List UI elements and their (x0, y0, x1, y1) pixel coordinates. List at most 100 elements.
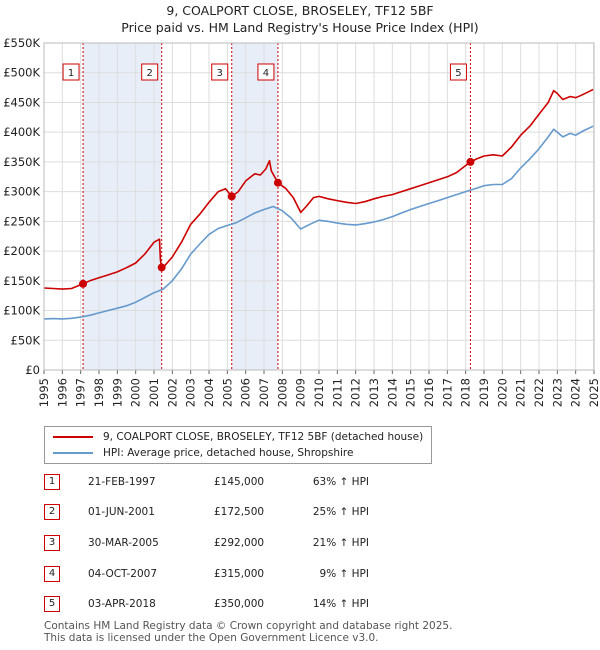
x-tick-label: 2025 (587, 378, 600, 407)
x-tick-label: 2003 (184, 378, 198, 407)
x-tick-label: 2013 (367, 378, 381, 407)
sale-number-label: 5 (455, 68, 461, 79)
x-tick-label: 2005 (220, 378, 234, 407)
sale-number-box (449, 63, 467, 81)
y-tick-label: £400K (3, 125, 40, 139)
sale-number-box (141, 63, 159, 81)
y-tick-label: £300K (3, 185, 40, 199)
y-tick-label: £50K (11, 333, 41, 347)
transaction-price: £292,000 (214, 537, 265, 549)
transaction-number: 1 (44, 474, 60, 490)
transaction-row: 1 21-FEB-1997 £145,000 63% ↑ HPI (44, 474, 404, 492)
x-tick-label: 2010 (312, 378, 326, 407)
transaction-price: £145,000 (214, 476, 265, 488)
sale-number-label: 3 (217, 68, 223, 79)
x-tick-label: 2009 (294, 378, 308, 407)
y-tick-label: £550K (3, 36, 40, 50)
x-tick-label: 2020 (495, 378, 509, 407)
y-tick-label: £250K (3, 214, 40, 228)
x-tick-label: 2007 (257, 378, 271, 407)
transaction-number: 2 (44, 504, 60, 520)
transaction-row: 5 03-APR-2018 £350,000 14% ↑ HPI (44, 596, 404, 614)
chart-subtitle: Price paid vs. HM Land Registry's House … (121, 20, 479, 35)
footer-attribution: Contains HM Land Registry data © Crown c… (44, 620, 452, 644)
x-tick-label: 2015 (404, 378, 418, 407)
chart-legend: 9, COALPORT CLOSE, BROSELEY, TF12 5BF (d… (44, 426, 432, 464)
x-tick-label: 2024 (569, 378, 583, 407)
sale-point (273, 178, 282, 187)
x-tick-label: 2012 (349, 378, 363, 407)
footer-line-copyright: Contains HM Land Registry data © Crown c… (44, 620, 453, 632)
transaction-number: 4 (44, 566, 60, 582)
transaction-date: 04-OCT-2007 (88, 568, 157, 580)
transaction-date: 30-MAR-2005 (88, 537, 159, 549)
x-tick-label: 2002 (165, 378, 179, 407)
transaction-hpi: 14% ↑ HPI (312, 598, 369, 610)
x-tick-label: 1998 (92, 378, 106, 407)
legend-swatch-property (53, 436, 93, 438)
transaction-row: 4 04-OCT-2007 £315,000 9% ↑ HPI (44, 566, 404, 584)
x-tick-label: 2006 (239, 378, 253, 407)
x-tick-label: 2017 (440, 378, 454, 407)
legend-label-hpi: HPI: Average price, detached house, Shro… (103, 447, 354, 459)
x-tick-label: 2023 (550, 378, 564, 407)
x-tick-label: 2008 (275, 378, 289, 407)
transaction-date: 01-JUN-2001 (88, 506, 155, 518)
x-tick-label: 1999 (110, 378, 124, 407)
transaction-hpi: 63% ↑ HPI (312, 476, 369, 488)
sale-point (466, 157, 475, 166)
hpi-line (43, 125, 594, 320)
sale-number-label: 4 (263, 68, 269, 79)
x-tick-label: 1996 (55, 378, 69, 407)
sale-number-box (62, 63, 80, 81)
transaction-row: 3 30-MAR-2005 £292,000 21% ↑ HPI (44, 535, 404, 553)
shaded-span (83, 43, 162, 370)
y-tick-label: £500K (3, 66, 40, 80)
transaction-date: 03-APR-2018 (88, 598, 156, 610)
transaction-number: 5 (44, 596, 60, 612)
legend-item-hpi: HPI: Average price, detached house, Shro… (53, 445, 353, 461)
legend-item-property: 9, COALPORT CLOSE, BROSELEY, TF12 5BF (d… (53, 429, 423, 445)
transaction-hpi: 25% ↑ HPI (312, 506, 369, 518)
chart-title: 9, COALPORT CLOSE, BROSELEY, TF12 5BF (166, 3, 434, 18)
x-tick-label: 2014 (385, 378, 399, 407)
transaction-price: £172,500 (214, 506, 265, 518)
transaction-row: 2 01-JUN-2001 £172,500 25% ↑ HPI (44, 504, 404, 522)
y-tick-label: £450K (3, 95, 40, 109)
shaded-span (231, 43, 278, 370)
transaction-date: 21-FEB-1997 (88, 476, 156, 488)
sale-number-label: 2 (147, 68, 153, 79)
sale-number-label: 1 (68, 68, 74, 79)
y-tick-label: £100K (3, 304, 40, 318)
x-tick-label: 2001 (147, 378, 161, 407)
sale-point (79, 279, 88, 288)
transaction-hpi: 9% ↑ HPI (319, 568, 369, 580)
legend-swatch-hpi (53, 452, 93, 454)
transaction-number: 3 (44, 535, 60, 551)
x-tick-label: 1997 (74, 378, 88, 407)
x-tick-label: 2019 (477, 378, 491, 407)
plot-border (43, 42, 595, 371)
x-tick-label: 2000 (129, 378, 143, 407)
transaction-price: £315,000 (214, 568, 265, 580)
y-tick-label: £150K (3, 274, 40, 288)
x-tick-label: 2022 (532, 378, 546, 407)
sale-point (157, 263, 166, 272)
sale-number-box (257, 63, 275, 81)
y-tick-label: £200K (3, 244, 40, 258)
x-tick-label: 2018 (459, 378, 473, 407)
property-price-line (43, 88, 594, 290)
transaction-price: £350,000 (214, 598, 265, 610)
footer-line-licence: This data is licensed under the Open Gov… (44, 632, 379, 644)
sale-number-box (211, 63, 229, 81)
x-tick-label: 2004 (202, 378, 216, 407)
sale-point (227, 192, 236, 201)
x-tick-label: 2016 (422, 378, 436, 407)
x-tick-label: 2021 (514, 378, 528, 407)
x-tick-label: 1995 (37, 378, 51, 407)
x-tick-label: 2011 (330, 378, 344, 407)
y-tick-label: £0 (25, 363, 40, 377)
transaction-hpi: 21% ↑ HPI (312, 537, 369, 549)
y-tick-label: £350K (3, 155, 40, 169)
price-chart: 1 2 3 4 5 £0 £50K £100K £150K £200K £250K £300K £35… (3, 36, 600, 407)
